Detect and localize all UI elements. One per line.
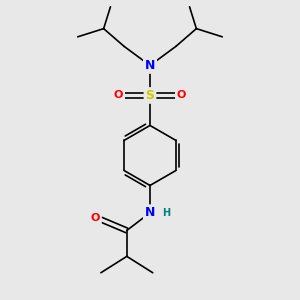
- Text: O: O: [114, 91, 123, 100]
- Text: N: N: [145, 59, 155, 72]
- Text: S: S: [146, 89, 154, 102]
- Text: O: O: [91, 213, 100, 223]
- Text: N: N: [145, 206, 155, 219]
- Text: H: H: [162, 208, 170, 218]
- Text: O: O: [177, 91, 186, 100]
